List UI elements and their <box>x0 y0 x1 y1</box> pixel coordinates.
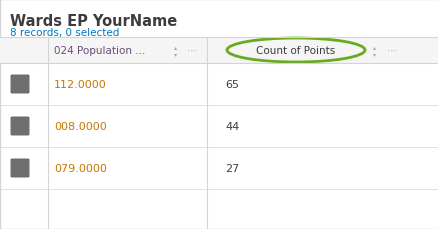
Text: Wards EP YourName: Wards EP YourName <box>10 14 177 29</box>
Text: ⋯: ⋯ <box>386 46 396 56</box>
FancyBboxPatch shape <box>0 38 438 64</box>
Text: ⋯: ⋯ <box>187 46 196 56</box>
Text: ▾: ▾ <box>174 52 177 57</box>
FancyBboxPatch shape <box>11 117 29 136</box>
Text: 8 records, 0 selected: 8 records, 0 selected <box>10 28 119 38</box>
Text: 008.0000: 008.0000 <box>54 121 106 131</box>
Text: 65: 65 <box>225 80 238 90</box>
Text: ▾: ▾ <box>373 52 376 57</box>
FancyBboxPatch shape <box>11 159 29 178</box>
Text: 112.0000: 112.0000 <box>54 80 106 90</box>
Text: 024 Population ...: 024 Population ... <box>54 46 145 56</box>
Text: 44: 44 <box>225 121 239 131</box>
Text: 27: 27 <box>225 163 239 173</box>
Text: ▴: ▴ <box>373 45 376 50</box>
Text: Count of Points: Count of Points <box>256 46 335 56</box>
FancyBboxPatch shape <box>11 75 29 94</box>
Text: 079.0000: 079.0000 <box>54 163 106 173</box>
Text: ▴: ▴ <box>174 45 177 50</box>
